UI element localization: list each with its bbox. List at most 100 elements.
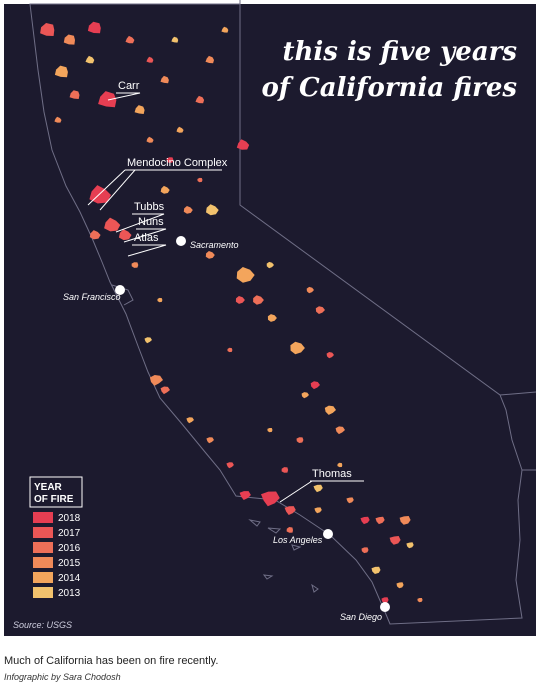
city-dot — [323, 529, 333, 539]
leader-lines — [87, 92, 364, 503]
fire-perimeter — [324, 405, 336, 415]
fire-perimeter — [267, 314, 277, 322]
fire-perimeter — [360, 516, 370, 525]
fire-perimeter — [160, 185, 170, 194]
fire-perimeter — [417, 598, 423, 603]
title-line: of California fires — [261, 73, 517, 103]
fire-perimeter — [286, 527, 293, 533]
fire-perimeter — [176, 126, 184, 133]
city-dot — [176, 236, 186, 246]
fire-perimeter — [134, 105, 145, 114]
legend-label: 2018 — [58, 513, 81, 524]
fire-perimeter — [313, 484, 323, 493]
legend-swatch — [33, 527, 53, 538]
legend-swatch — [33, 587, 53, 598]
legend-swatch — [33, 542, 53, 553]
fire-perimeter — [166, 157, 174, 163]
fire-perimeter — [69, 90, 80, 99]
fire-perimeter — [315, 306, 325, 314]
fire-perimeter — [261, 491, 280, 507]
legend-title: YEAR — [34, 482, 63, 493]
fire-perimeter — [146, 56, 154, 63]
fire-perimeter — [284, 506, 296, 515]
fire-perimeter — [253, 295, 264, 305]
fire-perimeter — [171, 36, 179, 43]
fire-perimeter — [131, 262, 139, 268]
fire-label: Thomas — [312, 468, 352, 480]
legend-swatch — [33, 557, 53, 568]
fire-label: Carr — [118, 80, 140, 92]
fire-perimeter — [160, 386, 170, 395]
fire-perimeter — [290, 341, 305, 355]
city-dot — [380, 602, 390, 612]
fire-perimeter — [206, 437, 214, 444]
fire-labels: Carr Mendocino Complex Tubbs Nuns Atlas … — [118, 80, 352, 480]
city-label: San Francisco — [63, 292, 121, 302]
fire-perimeter — [186, 417, 194, 424]
fire-perimeter — [195, 95, 205, 104]
fire-perimeter — [40, 23, 55, 36]
fire-perimeter — [267, 428, 273, 433]
fire-label: Atlas — [134, 232, 159, 244]
legend-label: 2015 — [58, 558, 81, 569]
fire-perimeter — [399, 516, 411, 525]
fire-perimeter — [183, 206, 193, 214]
fire-perimeter — [149, 375, 163, 386]
fire-perimeter — [236, 139, 250, 150]
fire-perimeter — [236, 267, 255, 283]
fire-perimeter — [63, 34, 75, 45]
state-outline — [29, 0, 537, 625]
fire-perimeter — [239, 491, 251, 500]
fire-perimeter — [361, 547, 369, 554]
fire-label: Mendocino Complex — [127, 157, 228, 169]
fire-perimeter — [227, 347, 233, 353]
fire-perimeter — [326, 352, 334, 359]
fire-perimeter — [221, 26, 229, 33]
fire-perimeter — [157, 297, 163, 303]
fire-perimeter — [235, 296, 245, 304]
fire-perimeter — [144, 337, 152, 344]
fire-perimeter — [310, 381, 320, 390]
caption: Much of California has been on fire rece… — [4, 655, 219, 667]
fire-perimeter — [371, 566, 381, 574]
fire-perimeter — [205, 251, 215, 259]
fire-label: Tubbs — [134, 201, 165, 213]
leader-line — [107, 92, 141, 101]
fire-perimeter — [205, 55, 214, 64]
fire-perimeter — [146, 136, 154, 143]
city-label: Sacramento — [190, 240, 239, 250]
legend-title-box — [29, 476, 83, 508]
fire-perimeter — [406, 542, 414, 549]
legend-label: 2013 — [58, 588, 81, 599]
cities: Sacramento San Francisco Los Angeles San… — [63, 236, 390, 622]
fire-perimeter — [226, 462, 234, 469]
fire-perimeter — [281, 467, 289, 473]
city-label: Los Angeles — [273, 535, 323, 545]
leader-line — [115, 213, 165, 233]
city-dot — [115, 285, 125, 295]
fire-perimeter — [346, 497, 354, 504]
credit: Infographic by Sara Chodosh — [4, 672, 121, 682]
fire-perimeter — [296, 437, 304, 443]
leader-line — [87, 169, 222, 211]
fire-perimeter — [125, 35, 135, 44]
fire-perimeter — [85, 55, 95, 64]
city-label: San Diego — [340, 612, 382, 622]
island — [248, 519, 319, 593]
fire-perimeter — [389, 536, 401, 545]
fire-perimeter — [87, 21, 101, 34]
legend: YEAR OF FIRE 2018 2017 2016 2015 2014 2013 — [29, 476, 83, 599]
title-line: this is five years — [283, 37, 518, 67]
legend-swatch — [33, 572, 53, 583]
fire-perimeter — [104, 217, 121, 232]
fire-perimeter — [335, 426, 345, 435]
fire-perimeter — [314, 507, 322, 514]
fire-perimeter — [118, 229, 132, 241]
neighbor-border — [239, 0, 537, 471]
legend-label: 2014 — [58, 573, 81, 584]
leader-line — [123, 228, 167, 243]
fire-perimeter — [301, 392, 309, 399]
fire-perimeter — [206, 204, 219, 216]
fire-perimeter — [89, 230, 101, 240]
